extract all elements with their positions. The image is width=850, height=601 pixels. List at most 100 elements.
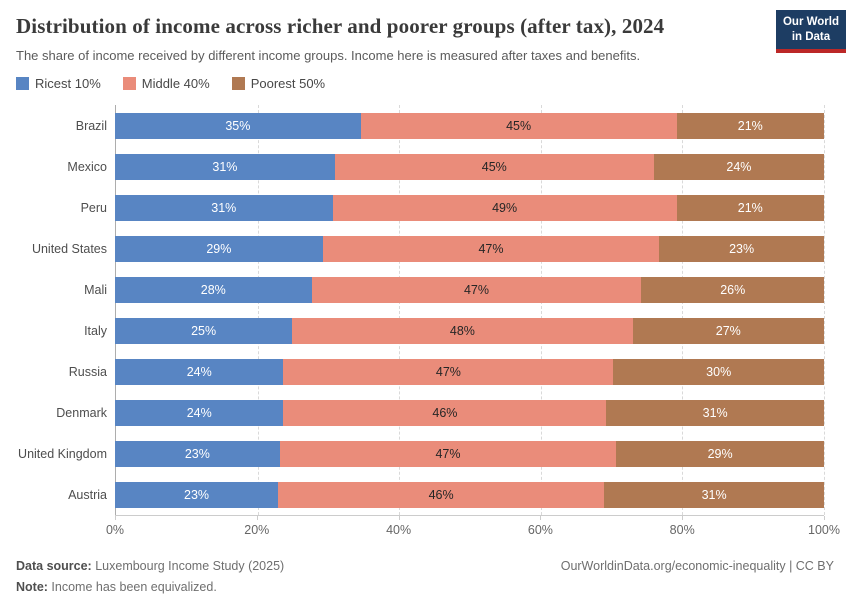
bar-segment-ricest-10[interactable]: 23% <box>115 440 280 467</box>
country-label: Russia <box>68 364 107 379</box>
bar-value-label: 48% <box>449 323 475 338</box>
bar-row: Mexico 31% 45% 24% <box>16 146 834 187</box>
gridline-100 <box>824 105 825 515</box>
chart-subtitle: The share of income received by differen… <box>16 48 641 63</box>
bar-track: 31% 49% 21% <box>115 194 824 221</box>
legend-label: Ricest 10% <box>35 76 101 91</box>
data-source-label: Data source: <box>16 559 92 573</box>
bar-segment-ricest-10[interactable]: 24% <box>115 358 284 385</box>
bar-value-label: 47% <box>478 241 504 256</box>
bar-rows: Brazil 35% 45% 21% Mexico 31% 45% 24% Peru 31% 49%… <box>16 105 834 515</box>
bar-segment-poorest-50[interactable]: 21% <box>676 194 824 221</box>
bar-segment-ricest-10[interactable]: 24% <box>115 399 284 426</box>
owid-logo-line2: in Data <box>791 30 831 43</box>
note-line: Note: Income has been equivalized. <box>16 580 284 594</box>
chart-area: Brazil 35% 45% 21% Mexico 31% 45% 24% Peru 31% 49%… <box>16 105 840 543</box>
bar-value-label: 21% <box>737 118 763 133</box>
bar-row: United States 29% 47% 23% <box>16 228 834 269</box>
bar-value-label: 30% <box>706 364 732 379</box>
bar-segment-middle-40[interactable]: 47% <box>279 440 617 467</box>
legend-item-poorest-50[interactable]: Poorest 50% <box>231 76 325 91</box>
bar-value-label: 31% <box>701 487 727 502</box>
owid-logo-line1: Our World <box>782 16 839 28</box>
bar-row: Austria 23% 46% 31% <box>16 474 834 515</box>
bar-value-label: 29% <box>206 241 232 256</box>
bar-segment-middle-40[interactable]: 47% <box>322 235 660 262</box>
bar-value-label: 29% <box>707 446 733 461</box>
bar-segment-middle-40[interactable]: 48% <box>292 317 633 344</box>
bar-segment-middle-40[interactable]: 47% <box>283 358 614 385</box>
bar-track: 29% 47% 23% <box>115 235 824 262</box>
bar-value-label: 31% <box>702 405 728 420</box>
bar-value-label: 25% <box>191 323 217 338</box>
bar-row: United Kingdom 23% 47% 29% <box>16 433 834 474</box>
country-label: United Kingdom <box>18 446 107 461</box>
bar-value-label: 26% <box>720 282 746 297</box>
bar-row: Italy 25% 48% 27% <box>16 310 834 351</box>
note-text: Income has been equivalized. <box>47 580 217 594</box>
x-axis: 0% 20% 40% 60% 80% 100% <box>106 515 840 543</box>
country-label: Brazil <box>75 118 107 133</box>
legend-swatch-icon <box>122 77 136 90</box>
bar-segment-poorest-50[interactable]: 30% <box>613 358 824 385</box>
bar-segment-ricest-10[interactable]: 25% <box>115 317 293 344</box>
bar-value-label: 35% <box>225 118 251 133</box>
country-label: Denmark <box>56 405 107 420</box>
bar-value-label: 23% <box>729 241 755 256</box>
x-tick-label: 60% <box>527 523 553 537</box>
bar-segment-ricest-10[interactable]: 29% <box>115 235 323 262</box>
country-label: Mali <box>84 282 107 297</box>
bar-segment-poorest-50[interactable]: 23% <box>659 235 824 262</box>
bar-track: 25% 48% 27% <box>115 317 824 344</box>
bar-segment-ricest-10[interactable]: 31% <box>115 194 333 221</box>
bar-segment-middle-40[interactable]: 49% <box>332 194 677 221</box>
legend-swatch-icon <box>16 77 29 90</box>
bar-segment-middle-40[interactable]: 47% <box>311 276 642 303</box>
bar-track: 23% 47% 29% <box>115 440 824 467</box>
country-label: United States <box>31 241 107 256</box>
owid-logo[interactable]: Our World in Data <box>775 10 846 53</box>
bar-segment-ricest-10[interactable]: 28% <box>115 276 312 303</box>
x-tick-label: 20% <box>244 523 270 537</box>
bar-segment-poorest-50[interactable]: 26% <box>641 276 824 303</box>
bar-row: Russia 24% 47% 30% <box>16 351 834 392</box>
bar-track: 24% 47% 30% <box>115 358 824 385</box>
x-tick-mark <box>398 516 400 520</box>
bar-value-label: 27% <box>715 323 741 338</box>
bar-track: 23% 46% 31% <box>115 481 824 508</box>
plot-area: Brazil 35% 45% 21% Mexico 31% 45% 24% Peru 31% 49%… <box>16 105 834 515</box>
bar-segment-middle-40[interactable]: 45% <box>360 112 677 139</box>
bar-segment-poorest-50[interactable]: 24% <box>653 153 824 180</box>
bar-segment-poorest-50[interactable]: 31% <box>606 399 824 426</box>
bar-segment-middle-40[interactable]: 46% <box>283 399 607 426</box>
bar-segment-poorest-50[interactable]: 31% <box>604 481 824 508</box>
bar-segment-ricest-10[interactable]: 23% <box>115 481 279 508</box>
bar-segment-ricest-10[interactable]: 31% <box>115 153 335 180</box>
bar-track: 31% 45% 24% <box>115 153 824 180</box>
legend: Ricest 10% Middle 40% Poorest 50% <box>16 76 834 91</box>
legend-item-middle-40[interactable]: Middle 40% <box>122 76 210 91</box>
bar-segment-ricest-10[interactable]: 35% <box>115 112 361 139</box>
data-source-text: Luxembourg Income Study (2025) <box>91 559 285 573</box>
legend-label: Middle 40% <box>141 76 210 91</box>
x-tick-mark <box>824 516 825 520</box>
country-label: Peru <box>80 200 107 215</box>
bar-value-label: 49% <box>492 200 518 215</box>
legend-item-ricest-10[interactable]: Ricest 10% <box>16 76 101 91</box>
bar-segment-poorest-50[interactable]: 27% <box>632 317 824 344</box>
bar-row: Brazil 35% 45% 21% <box>16 105 834 146</box>
citation-link[interactable]: OurWorldinData.org/economic-inequality |… <box>560 559 834 573</box>
bar-segment-middle-40[interactable]: 46% <box>278 481 605 508</box>
bar-value-label: 24% <box>186 405 212 420</box>
bar-value-label: 28% <box>200 282 226 297</box>
x-tick-mark <box>115 516 116 520</box>
gridline-40 <box>399 105 401 515</box>
bar-segment-poorest-50[interactable]: 21% <box>676 112 824 139</box>
bar-value-label: 23% <box>184 446 210 461</box>
x-tick-mark <box>256 516 258 520</box>
bar-segment-poorest-50[interactable]: 29% <box>616 440 824 467</box>
x-tick-label: 80% <box>669 523 695 537</box>
bar-segment-middle-40[interactable]: 45% <box>334 153 654 180</box>
x-tick-label: 0% <box>105 523 125 537</box>
x-tick-label: 40% <box>386 523 412 537</box>
